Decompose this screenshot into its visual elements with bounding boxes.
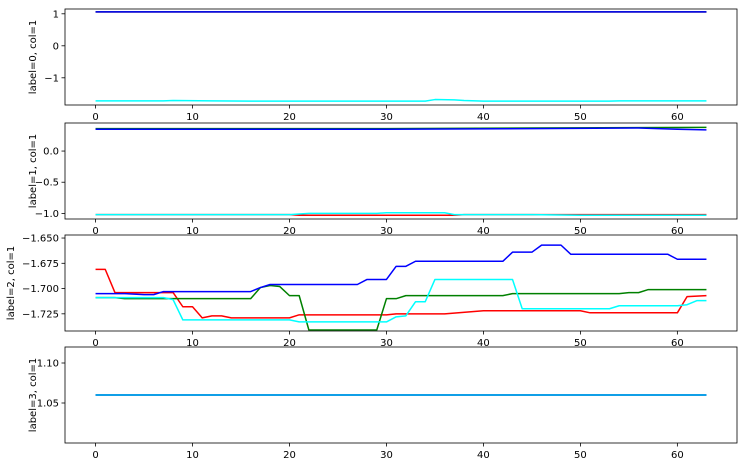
subplot-2-series-2-line [95, 244, 707, 296]
subplot-1-xtick-label-5: 50 [574, 226, 587, 237]
subplot-2-lines [95, 244, 707, 331]
subplot-3-ytick-label-0: 1.10 [37, 359, 59, 370]
subplot-1-ylabel: label=1, col=1 [28, 134, 39, 208]
subplot-2-series-3-line [95, 278, 707, 323]
subplot-3-xtick-label-2: 20 [283, 450, 296, 461]
subplot-1-frame [64, 122, 738, 220]
subplot-3-xtick-label-5: 50 [574, 450, 587, 461]
subplot-2: 0 10 20 30 40 50 60 −1.650 −1.675 −1.700 −1.725 lab… [6, 234, 738, 349]
subplot-2-ytick-label-2: −1.700 [22, 284, 59, 295]
subplot-0-ytick-label-0: 1 [53, 9, 59, 20]
subplot-1-series-2-line [95, 127, 707, 131]
subplot-0-xtick-label-1: 10 [186, 112, 199, 123]
subplot-1-xtick-label-4: 40 [477, 226, 490, 237]
subplot-2-xtick-label-0: 0 [92, 338, 98, 349]
subplot-0-ytick-label-2: −1 [44, 73, 59, 84]
subplot-1-xtick-label-1: 10 [186, 226, 199, 237]
subplot-2-frame [64, 234, 738, 332]
subplot-2-xtick-label-2: 20 [283, 338, 296, 349]
subplot-3-ylabel: label=3, col=1 [28, 358, 39, 432]
subplot-3-xtick-label-3: 30 [380, 450, 393, 461]
subplot-2-ytick-label-1: −1.675 [22, 259, 59, 270]
subplot-0-lines [95, 11, 707, 102]
subplot-0-frame [64, 8, 738, 106]
subplot-2-series-1-line [95, 284, 707, 331]
subplot-2-xtick-label-3: 30 [380, 338, 393, 349]
subplot-1-ytick-label-0: 0.0 [43, 147, 59, 158]
subplot-0-xtick-label-2: 20 [283, 112, 296, 123]
subplot-0-xtick-label-5: 50 [574, 112, 587, 123]
subplot-3-frame [64, 346, 738, 444]
subplot-2-ytick-label-0: −1.650 [22, 234, 59, 245]
subplot-2-xtick-label-6: 60 [671, 338, 684, 349]
subplot-1-ytick-label-1: −0.5 [35, 178, 59, 189]
subplot-0-xtick-label-3: 30 [380, 112, 393, 123]
subplot-0-xtick-label-6: 60 [671, 112, 684, 123]
subplot-3-ytick-label-1: 1.05 [37, 399, 59, 410]
subplot-1-series-3-line [95, 212, 707, 217]
subplot-1-xtick-label-0: 0 [92, 226, 98, 237]
subplot-2-series-0-line [95, 268, 707, 319]
subplot-1-lines [95, 126, 707, 217]
subplot-2-xtick-label-4: 40 [477, 338, 490, 349]
subplot-2-ylabel: label=2, col=1 [6, 246, 17, 320]
subplot-1-xtick-label-3: 30 [380, 226, 393, 237]
subplot-1-xtick-label-2: 20 [283, 226, 296, 237]
subplot-3-xtick-label-6: 60 [671, 450, 684, 461]
subplot-3-xtick-label-0: 0 [92, 450, 98, 461]
subplot-3-xtick-label-1: 10 [186, 450, 199, 461]
subplot-2-ytick-label-3: −1.725 [22, 309, 59, 320]
subplot-0-series-3-line [95, 98, 707, 102]
subplot-0-xtick-label-4: 40 [477, 112, 490, 123]
subplot-3-xtick-label-4: 40 [477, 450, 490, 461]
subplot-1-ytick-label-2: −1.0 [35, 209, 59, 220]
subplot-0-ylabel: label=0, col=1 [28, 20, 39, 94]
subplot-1-xtick-label-6: 60 [671, 226, 684, 237]
subplot-0-ytick-label-1: 0 [53, 41, 59, 52]
subplot-2-xtick-label-1: 10 [186, 338, 199, 349]
subplot-2-xtick-label-5: 50 [574, 338, 587, 349]
subplot-0-xtick-label-0: 0 [92, 112, 98, 123]
